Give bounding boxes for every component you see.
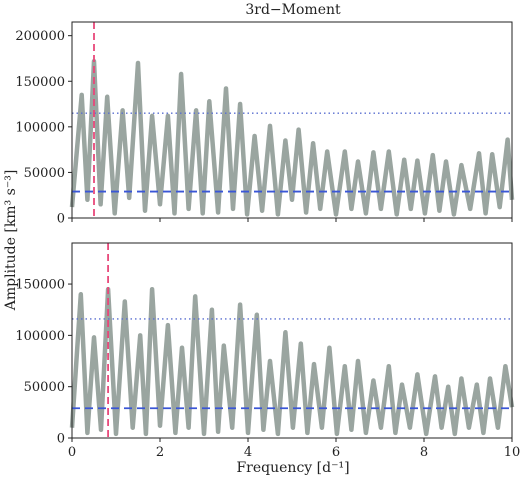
top-panel-peak-24 bbox=[432, 154, 434, 156]
top-panel-peak-3 bbox=[122, 109, 124, 111]
bottom-panel-peak-19 bbox=[357, 360, 359, 362]
bottom-panel-series-layer bbox=[69, 286, 515, 437]
top-panel-peak-28 bbox=[491, 153, 493, 155]
bottom-panel-peak-22 bbox=[401, 384, 403, 386]
top-panel-ticks-layer: 0 50000 100000 150000 200000 bbox=[15, 29, 513, 227]
top-panel-peak-18 bbox=[344, 150, 346, 153]
y-axis-label: Amplitude [km³ s⁻³] bbox=[3, 170, 19, 312]
top-panel-y-tick-label-2: 100000 bbox=[15, 120, 65, 135]
bottom-panel-ticks-layer: 0 50000 100000 150000 0 2 4 6 8 10 bbox=[15, 278, 520, 460]
bottom-panel-x-tick-label-4: 8 bbox=[420, 445, 428, 460]
top-panel-peak-5 bbox=[151, 115, 153, 117]
top-panel-peak-14 bbox=[284, 139, 286, 142]
bottom-panel-frame bbox=[71, 242, 513, 439]
top-panel-peak-0 bbox=[81, 94, 83, 96]
top-panel-peak-12 bbox=[254, 135, 256, 137]
bottom-panel-peak-1 bbox=[93, 336, 95, 338]
top-panel-peak-9 bbox=[208, 100, 210, 102]
bottom-panel-x-tick-label-0: 0 bbox=[68, 445, 76, 460]
top-panel-peak-16 bbox=[312, 142, 314, 144]
bottom-panel-x-tick-label-3: 6 bbox=[332, 445, 340, 460]
bottom-panel-peak-3 bbox=[124, 300, 126, 303]
x-axis-label: Frequency [d⁻¹] bbox=[236, 460, 349, 476]
bottom-panel-peak-5 bbox=[151, 288, 153, 290]
bottom-panel-y-tick-label-0: 0 bbox=[57, 432, 65, 447]
top-panel-y-tick-label-4: 200000 bbox=[15, 29, 65, 44]
top-panel-peak-8 bbox=[195, 109, 197, 111]
bottom-panel-x-tick-label-1: 2 bbox=[156, 445, 164, 460]
bottom-panel: 0 50000 100000 150000 0 2 4 6 8 10 bbox=[15, 242, 520, 460]
bottom-panel-y-tick-label-1: 50000 bbox=[24, 380, 65, 395]
bottom-panel-peak-24 bbox=[434, 375, 436, 377]
bottom-panel-y-tick-label-3: 150000 bbox=[15, 278, 65, 293]
top-panel-peak-13 bbox=[269, 125, 271, 127]
bottom-panel-peak-12 bbox=[256, 314, 258, 316]
bottom-panel-peak-25 bbox=[447, 386, 449, 388]
top-panel-peak-7 bbox=[180, 73, 182, 75]
bottom-panel-peak-4 bbox=[139, 334, 141, 336]
top-panel-peak-27 bbox=[478, 152, 480, 154]
top-panel-peak-20 bbox=[372, 151, 374, 153]
bottom-panel-peak-7 bbox=[181, 347, 183, 349]
bottom-panel-amplitude-series bbox=[69, 286, 515, 437]
top-panel-peak-4 bbox=[137, 62, 139, 64]
top-panel-guides-layer bbox=[72, 22, 512, 218]
bottom-panel-peak-16 bbox=[313, 363, 315, 365]
top-panel-peak-2 bbox=[106, 96, 108, 98]
bottom-panel-peak-14 bbox=[284, 331, 286, 333]
top-panel-peak-22 bbox=[403, 159, 405, 161]
bottom-panel-peak-13 bbox=[269, 360, 271, 362]
bottom-panel-peak-9 bbox=[211, 309, 213, 311]
top-panel-peak-26 bbox=[460, 164, 462, 166]
bottom-panel-peak-21 bbox=[388, 365, 390, 367]
chart-title: 3rd−Moment bbox=[245, 2, 341, 18]
bottom-panel-peak-20 bbox=[372, 379, 374, 382]
top-panel: 0 50000 100000 150000 200000 bbox=[15, 21, 515, 227]
bottom-panel-peak-26 bbox=[460, 377, 462, 380]
bottom-panel-peak-15 bbox=[300, 343, 302, 345]
top-panel-peak-23 bbox=[416, 160, 418, 162]
top-panel-y-tick-label-1: 50000 bbox=[24, 166, 65, 181]
bottom-panel-peak-11 bbox=[239, 304, 241, 306]
bottom-panel-peak-0 bbox=[80, 293, 82, 295]
top-panel-peak-25 bbox=[445, 160, 447, 163]
bottom-panel-peak-27 bbox=[476, 384, 478, 386]
bottom-panel-x-tick-label-5: 10 bbox=[504, 445, 520, 460]
top-panel-peak-6 bbox=[167, 115, 169, 117]
top-panel-frame bbox=[71, 21, 513, 219]
bottom-panel-y-tick-label-2: 100000 bbox=[15, 329, 65, 344]
bottom-panel-x-tick-label-2: 4 bbox=[244, 445, 252, 460]
bottom-panel-peak-18 bbox=[344, 365, 346, 367]
top-panel-peak-29 bbox=[507, 139, 509, 141]
bottom-panel-peak-17 bbox=[328, 347, 330, 349]
bottom-panel-peak-23 bbox=[416, 373, 418, 375]
top-panel-y-tick-label-0: 0 bbox=[57, 212, 65, 227]
top-panel-peak-10 bbox=[225, 87, 227, 90]
top-panel-peak-19 bbox=[357, 160, 359, 163]
bottom-panel-peak-28 bbox=[489, 377, 491, 380]
bottom-panel-peak-29 bbox=[504, 365, 506, 367]
top-panel-peak-11 bbox=[239, 103, 241, 105]
top-panel-y-tick-label-3: 150000 bbox=[15, 75, 65, 90]
top-panel-peak-21 bbox=[388, 150, 390, 153]
bottom-panel-peak-10 bbox=[223, 345, 225, 347]
bottom-panel-peak-6 bbox=[167, 324, 169, 326]
bottom-panel-peak-8 bbox=[194, 295, 196, 297]
top-panel-amplitude-series bbox=[69, 58, 515, 217]
top-panel-peak-15 bbox=[298, 129, 300, 131]
top-panel-peak-17 bbox=[326, 150, 328, 153]
bottom-panel-guides-layer bbox=[72, 243, 512, 438]
